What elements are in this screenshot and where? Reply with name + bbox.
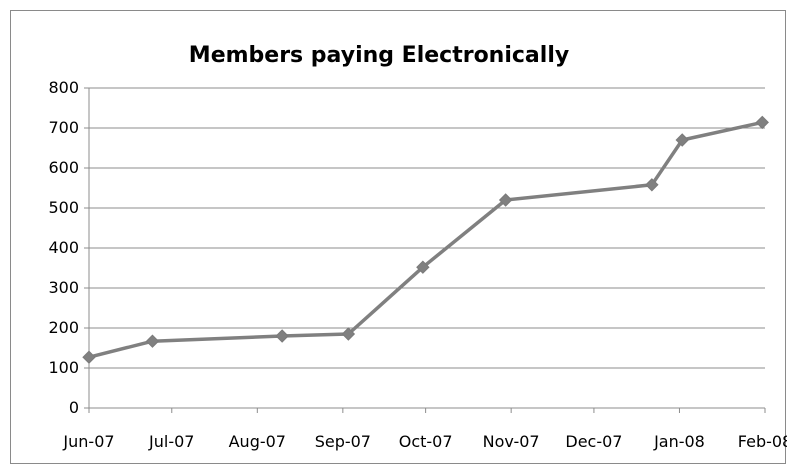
x-tick-label: Jan-08 bbox=[653, 432, 705, 451]
tick-label-layer: 0 100 200 300 400 500 600 700 800 Jun-07 Jul-07 Aug… bbox=[48, 78, 787, 451]
data-point-marker bbox=[645, 178, 659, 192]
y-tick-label: 400 bbox=[48, 238, 79, 257]
line-chart: Members paying Electronically 0 100 200 300… bbox=[48, 43, 787, 451]
axis-layer bbox=[84, 87, 766, 413]
chart-title: Members paying Electronically bbox=[189, 43, 569, 68]
y-tick-label: 600 bbox=[48, 158, 79, 177]
x-tick-label: Aug-07 bbox=[229, 432, 286, 451]
data-point-marker bbox=[498, 193, 513, 207]
y-tick-label: 500 bbox=[48, 198, 79, 217]
data-point-marker bbox=[755, 115, 769, 130]
series-layer bbox=[82, 115, 769, 364]
y-tick-label: 100 bbox=[48, 358, 79, 377]
data-point-marker bbox=[82, 350, 96, 364]
data-point-marker bbox=[145, 334, 160, 348]
x-tick-label: Feb-08 bbox=[738, 432, 787, 451]
y-tick-label: 300 bbox=[48, 278, 79, 297]
data-point-marker bbox=[416, 260, 430, 274]
y-tick-label: 200 bbox=[48, 318, 79, 337]
x-tick-label: Nov-07 bbox=[483, 432, 540, 451]
series-line bbox=[87, 120, 764, 359]
x-tick-label: Dec-07 bbox=[565, 432, 622, 451]
data-point-marker bbox=[675, 133, 689, 147]
data-point-marker bbox=[341, 327, 356, 341]
grid-layer bbox=[89, 87, 765, 369]
y-tick-label: 700 bbox=[48, 118, 79, 137]
x-tick-label: Jun-07 bbox=[62, 432, 114, 451]
data-point-marker bbox=[275, 329, 289, 343]
x-tick-label: Oct-07 bbox=[399, 432, 453, 451]
x-tick-label: Sep-07 bbox=[315, 432, 371, 451]
chart-frame: Members paying Electronically 0 100 200 300… bbox=[10, 10, 787, 464]
y-tick-label: 800 bbox=[48, 78, 79, 97]
x-tick-label: Jul-07 bbox=[148, 432, 194, 451]
y-tick-label: 0 bbox=[69, 398, 79, 417]
